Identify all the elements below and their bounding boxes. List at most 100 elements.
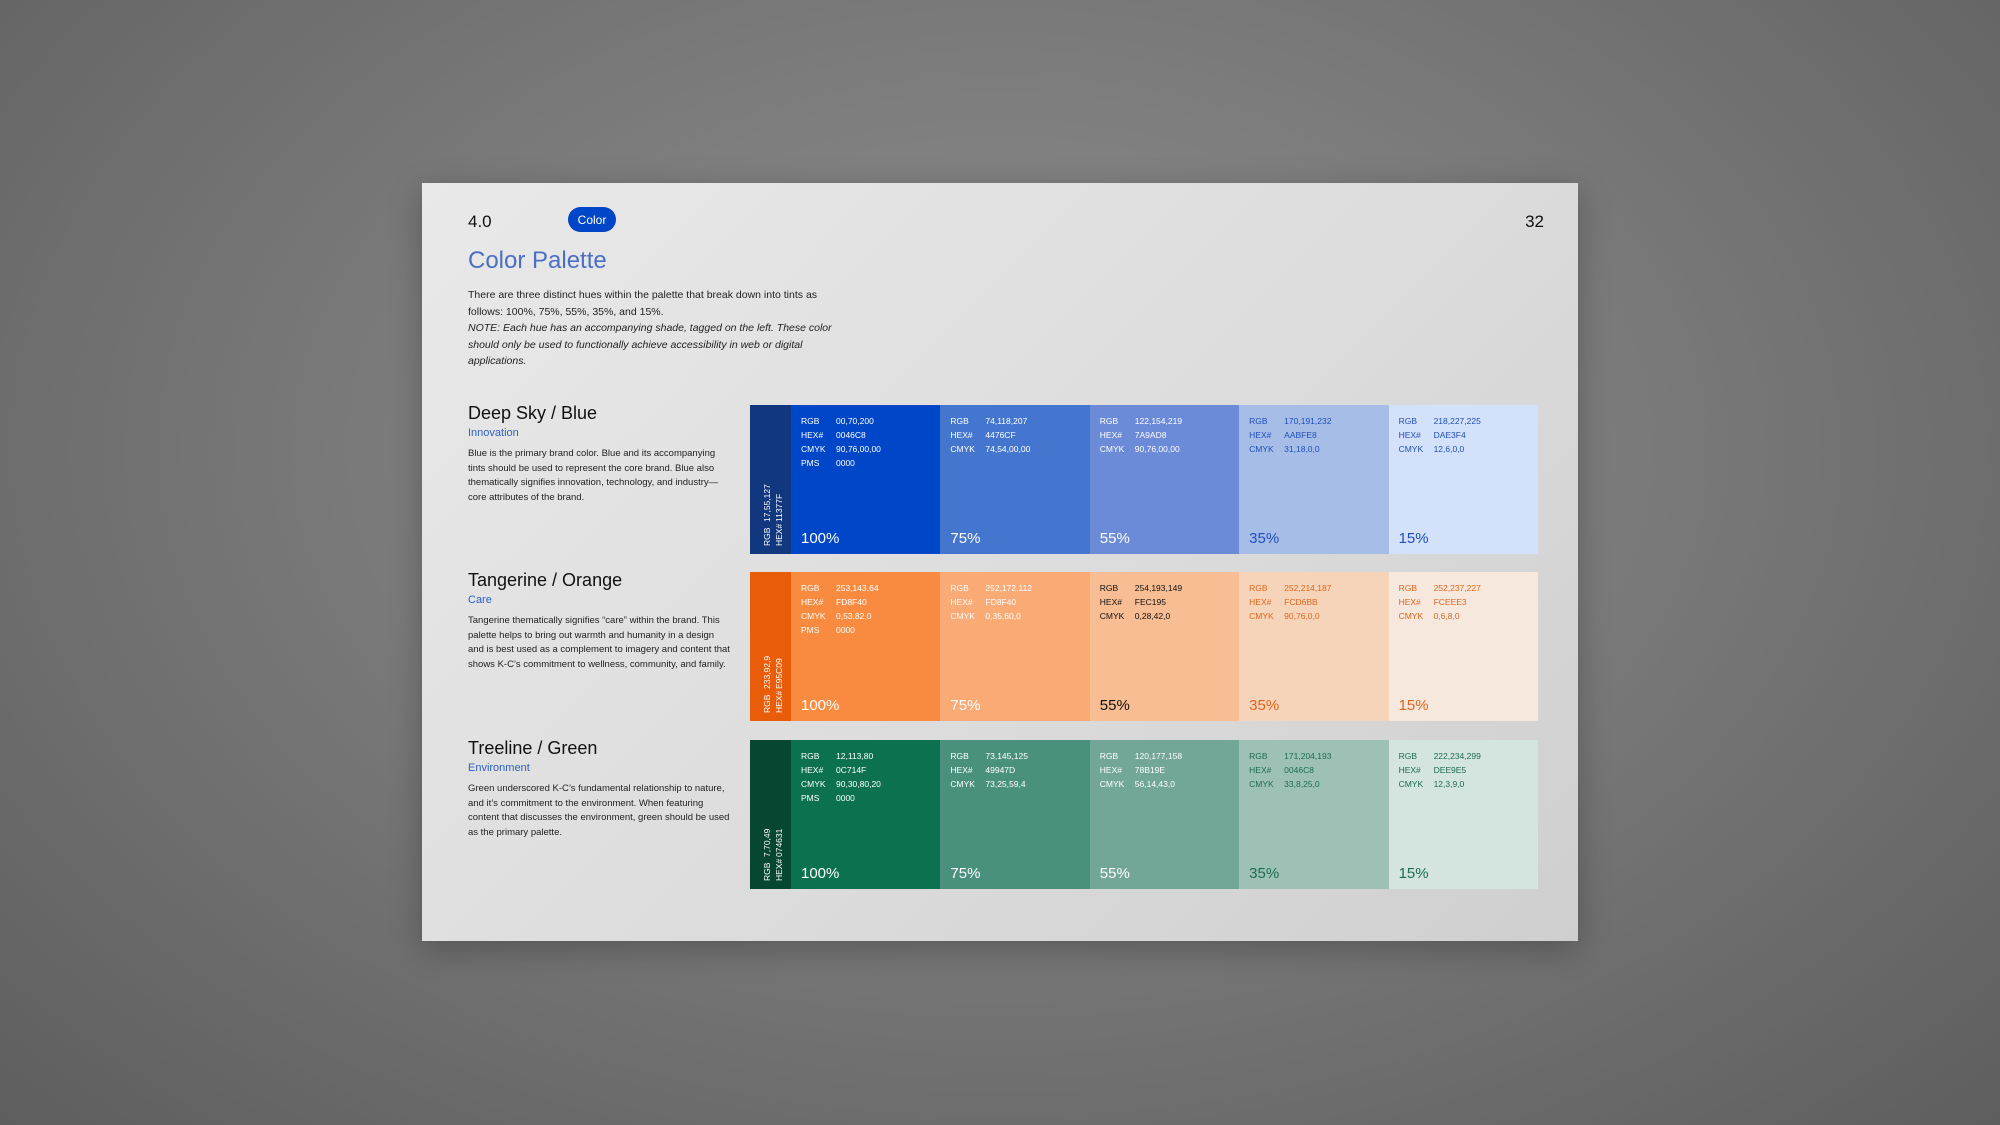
spec-value: 31,18,0,0 [1284, 444, 1320, 454]
section-pill: Color [568, 207, 616, 232]
spec-value: FEC195 [1134, 597, 1166, 607]
spec-line: HEX# DEE9E5 [1399, 763, 1481, 777]
spec-line: HEX# 78B19E [1100, 763, 1182, 777]
tint-swatch: RGB 170,191,232 HEX# AABFE8 CMYK 31,18,0,0 35% [1239, 405, 1389, 554]
spec-value: DAE3F4 [1433, 430, 1466, 440]
spec-value: 12,3,9,0 [1433, 779, 1465, 789]
spec-label: HEX# [801, 597, 824, 607]
spec-line: RGB 171,204,193 [1249, 749, 1331, 763]
spec-label: PMS [801, 625, 820, 635]
spec-label: HEX# [1249, 430, 1272, 440]
tint-percentage: 100% [801, 697, 840, 714]
spec-value: 170,191,232 [1284, 416, 1332, 426]
spec-value: FCD6BB [1284, 597, 1318, 607]
spec-line: CMYK 0,6,8,0 [1399, 609, 1481, 623]
spec-line: RGB 252,214,187 [1249, 581, 1331, 595]
tint-swatch: RGB 222,234,299 HEX# DEE9E5 CMYK 12,3,9,0 15% [1388, 740, 1538, 889]
shade-swatch: RGB 17,55,127 HEX#11377F [750, 405, 791, 554]
spec-label: HEX# [1249, 597, 1272, 607]
section-number: 4.0 [468, 212, 492, 231]
spec-value: 0,6,8,0 [1433, 611, 1460, 621]
tint-percentage: 35% [1249, 697, 1280, 714]
spec-line: CMYK 12,3,9,0 [1399, 777, 1481, 791]
spec-label: CMYK [1099, 444, 1125, 454]
spec-label: PMS [801, 458, 820, 468]
swatch-row: RGB233,92,9 HEX#E95C09 RGB 253,143,64 HEX# FD… [750, 572, 1538, 721]
spec-line: CMYK 0,28,42,0 [1100, 609, 1182, 623]
spec-line: RGB 74,118,207 [950, 414, 1030, 428]
spec-label: HEX# [1099, 597, 1122, 607]
shade-hex-label: HEX# [774, 523, 784, 546]
spec-value: 78B19E [1134, 765, 1166, 775]
spec-value: 74,118,207 [985, 416, 1028, 426]
tint-specs: RGB 222,234,299 HEX# DEE9E5 CMYK 12,3,9,0 [1399, 749, 1481, 791]
shade-rgb-value: 7,70,49 [762, 828, 772, 857]
spec-line: CMYK 90,76,00,00 [1100, 442, 1182, 456]
shade-rgb-label: RGB [762, 527, 772, 546]
spec-value: 120,177,158 [1134, 751, 1183, 761]
spec-value: 90,76,00,00 [1134, 444, 1180, 454]
spec-value: 12,6,0,0 [1433, 444, 1465, 454]
shade-rgb-label: RGB [762, 862, 772, 881]
spec-line: HEX# FD8F40 [801, 595, 879, 609]
spec-value: 74,54,00,00 [985, 444, 1031, 454]
spec-line: CMYK 56,14,43,0 [1100, 777, 1182, 791]
spec-label: CMYK [801, 611, 826, 621]
page-title: Color Palette [468, 247, 607, 274]
spec-value: 252,172,112 [985, 583, 1033, 593]
spec-line: RGB 222,234,299 [1399, 749, 1481, 763]
shade-rgb-value: 17,55,127 [762, 484, 772, 522]
spec-line: CMYK 33,8,25,0 [1249, 777, 1331, 791]
spec-label: RGB [1249, 751, 1268, 761]
spec-value: 00,70,200 [836, 416, 874, 426]
hue-name: Deep Sky / Blue [468, 403, 598, 423]
spec-label: HEX# [1099, 765, 1122, 775]
spec-line: HEX# DAE3F4 [1399, 428, 1481, 442]
hue-description: Tangerine thematically signifies “care” … [468, 615, 730, 670]
spec-line: HEX# FCEEE3 [1399, 595, 1481, 609]
spec-value: 222,234,299 [1433, 751, 1481, 761]
tint-percentage: 75% [950, 530, 981, 547]
tint-swatch: RGB 252,172,112 HEX# FD8F40 CMYK 0,35,60,0 75% [940, 572, 1090, 721]
shade-hex: HEX#11377F [773, 411, 785, 546]
spec-line: CMYK 12,6,0,0 [1399, 442, 1481, 456]
tint-percentage: 55% [1099, 530, 1130, 547]
spec-value: 253,143,64 [836, 583, 879, 593]
spec-label: CMYK [1249, 611, 1274, 621]
spec-label: RGB [801, 416, 820, 426]
tint-swatch: RGB 254,193,149 HEX# FEC195 CMYK 0,28,42,0 55% [1089, 572, 1240, 721]
hue-tag: Care [468, 594, 492, 606]
page-number: 32 [1525, 212, 1544, 231]
tint-swatch: RGB 218,227,225 HEX# DAE3F4 CMYK 12,6,0,0 15% [1388, 405, 1538, 554]
hue-description: Blue is the primary brand color. Blue an… [468, 448, 719, 503]
spec-label: CMYK [950, 779, 975, 789]
spec-label: RGB [1398, 583, 1417, 593]
spec-line: RGB 122,154,219 [1100, 414, 1182, 428]
tint-specs: RGB 73,145,125 HEX# 49947D CMYK 73,25,59,4 [950, 749, 1028, 791]
spec-line: HEX# 0C714F [801, 763, 881, 777]
spec-line: RGB 120,177,158 [1100, 749, 1182, 763]
spec-value: 218,227,225 [1433, 416, 1481, 426]
spec-value: FCEEE3 [1433, 597, 1467, 607]
spec-value: 171,204,193 [1284, 751, 1332, 761]
tint-percentage: 55% [1099, 865, 1130, 882]
spec-label: RGB [801, 583, 820, 593]
spec-value: DEE9E5 [1433, 765, 1467, 775]
tint-percentage: 35% [1249, 865, 1280, 882]
spec-value: 122,154,219 [1134, 416, 1183, 426]
spec-label: RGB [801, 751, 820, 761]
shade-hex: HEX#074631 [773, 746, 785, 881]
spec-value: 90,76,00,00 [836, 444, 881, 454]
spec-label: RGB [1099, 583, 1119, 593]
shade-rgb: RGB 233,92,9 [761, 578, 773, 713]
spec-value: 49947D [985, 765, 1016, 775]
spec-label: RGB [1099, 416, 1119, 426]
spec-line: RGB 252,172,112 [950, 581, 1032, 595]
shade-label: RGB 233,92,9 HEX#E95C09 [761, 578, 785, 713]
spec-value: 0,53,82,0 [836, 611, 872, 621]
intro-paragraph: There are three distinct hues within the… [468, 287, 838, 370]
spec-value: 12,113,80 [836, 751, 874, 761]
spec-line: RGB 254,193,149 [1100, 581, 1182, 595]
tint-percentage: 55% [1099, 697, 1130, 714]
spec-line: RGB 170,191,232 [1249, 414, 1331, 428]
